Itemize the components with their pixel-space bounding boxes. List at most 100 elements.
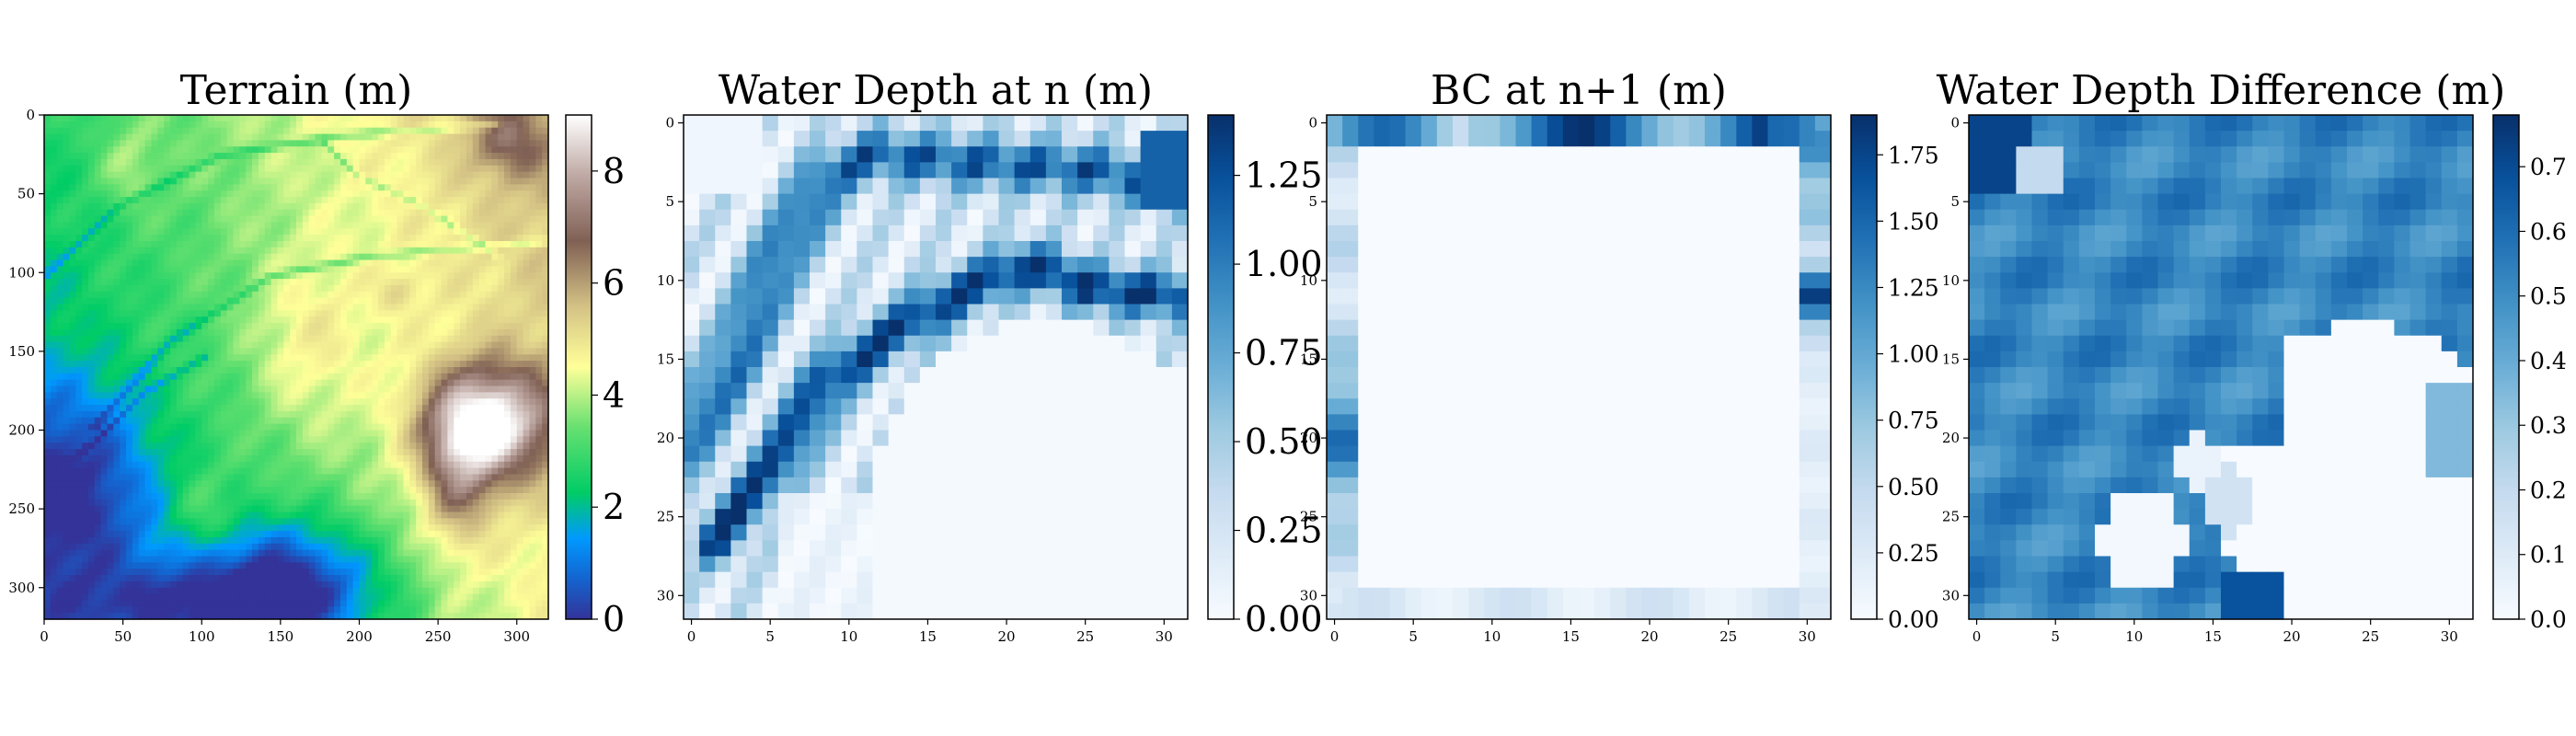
heatmap-cell	[346, 480, 354, 488]
heatmap-cell	[416, 197, 423, 204]
heatmap-cell	[126, 430, 133, 437]
heatmap-cell	[126, 493, 133, 500]
heatmap-cell	[491, 209, 499, 217]
heatmap-cell	[478, 405, 487, 412]
heatmap-cell	[270, 443, 279, 450]
heatmap-cell	[535, 190, 543, 198]
heatmap-cell	[63, 266, 70, 273]
heatmap-cell	[113, 165, 121, 173]
heatmap-cell	[290, 335, 297, 343]
heatmap-cell	[422, 228, 430, 236]
heatmap-cell	[478, 215, 487, 224]
heatmap-cell	[246, 373, 253, 381]
heatmap-cell	[151, 165, 158, 173]
heatmap-cell	[63, 499, 70, 507]
heatmap-cell	[233, 259, 240, 267]
heatmap-cell	[403, 410, 410, 419]
heatmap-cell	[270, 253, 279, 261]
heatmap-cell	[441, 499, 448, 507]
heatmap-cell	[523, 171, 531, 179]
heatmap-cell	[460, 379, 467, 387]
heatmap-cell	[454, 392, 461, 399]
heatmap-cell	[516, 241, 524, 248]
heatmap-cell	[365, 493, 373, 500]
heatmap-cell	[270, 259, 279, 267]
heatmap-cell	[213, 247, 222, 255]
heatmap-cell	[315, 171, 322, 179]
heatmap-cell	[157, 153, 165, 160]
heatmap-cell	[94, 487, 102, 494]
heatmap-cell	[132, 259, 140, 267]
heatmap-cell	[352, 354, 361, 362]
heatmap-cell	[50, 259, 58, 267]
heatmap-cell	[372, 328, 379, 337]
heatmap-cell	[170, 222, 178, 229]
heatmap-cell	[44, 284, 52, 293]
heatmap-cell	[239, 436, 247, 443]
heatmap-cell	[239, 146, 247, 154]
heatmap-cell	[428, 153, 436, 160]
heatmap-cell	[447, 140, 454, 147]
heatmap-cell	[113, 291, 121, 299]
heatmap-cell	[144, 241, 153, 248]
heatmap-cell	[403, 487, 410, 494]
heatmap-cell	[264, 505, 272, 513]
heatmap-cell	[535, 461, 543, 469]
heatmap-cell	[226, 158, 235, 167]
heatmap-cell	[195, 291, 202, 299]
heatmap-cell	[138, 202, 146, 211]
heatmap-cell	[157, 127, 165, 135]
heatmap-cell	[346, 392, 354, 399]
heatmap-cell	[529, 297, 536, 305]
heatmap-cell	[107, 178, 114, 185]
heatmap-cell	[277, 171, 284, 179]
heatmap-cell	[409, 291, 417, 299]
heatmap-cell	[434, 454, 443, 463]
heatmap-cell	[504, 367, 512, 374]
heatmap-cell	[56, 272, 64, 280]
heatmap-cell	[120, 165, 127, 173]
heatmap-cell	[542, 316, 549, 324]
heatmap-cell	[504, 461, 512, 469]
heatmap-cell	[277, 146, 284, 154]
heatmap-cell	[542, 115, 549, 122]
heatmap-cell	[352, 178, 361, 185]
heatmap-cell	[296, 184, 304, 191]
heatmap-cell	[220, 335, 228, 343]
heatmap-cell	[201, 480, 209, 488]
heatmap-cell	[252, 392, 259, 399]
heatmap-cell	[365, 467, 373, 476]
heatmap-cell	[176, 493, 184, 500]
heatmap-cell	[491, 297, 499, 305]
heatmap-cell	[220, 184, 228, 191]
heatmap-cell	[302, 499, 310, 507]
heatmap-cell	[428, 436, 436, 443]
heatmap-cell	[466, 228, 474, 236]
heatmap-cell	[182, 291, 190, 299]
heatmap-cell	[213, 222, 222, 229]
heatmap-cell	[516, 392, 524, 399]
heatmap-cell	[478, 392, 487, 399]
heatmap-cell	[378, 178, 385, 185]
heatmap-cell	[220, 410, 228, 419]
heatmap-cell	[208, 127, 215, 135]
heatmap-cell	[308, 190, 316, 198]
heatmap-cell	[416, 279, 423, 286]
heatmap-cell	[491, 133, 499, 141]
heatmap-cell	[113, 197, 121, 204]
heatmap-cell	[378, 436, 385, 443]
heatmap-cell	[428, 190, 436, 198]
heatmap-cell	[213, 297, 222, 305]
heatmap-cell	[277, 140, 284, 147]
heatmap-cell	[460, 235, 467, 242]
heatmap-cell	[454, 398, 461, 406]
heatmap-cell	[113, 178, 121, 185]
heatmap-cell	[390, 209, 398, 217]
heatmap-cell	[352, 461, 361, 469]
heatmap-cell	[94, 279, 102, 286]
heatmap-cell	[157, 499, 165, 507]
heatmap-cell	[75, 361, 83, 368]
heatmap-cell	[63, 115, 70, 122]
heatmap-cell	[164, 398, 171, 406]
heatmap-cell	[447, 310, 454, 317]
